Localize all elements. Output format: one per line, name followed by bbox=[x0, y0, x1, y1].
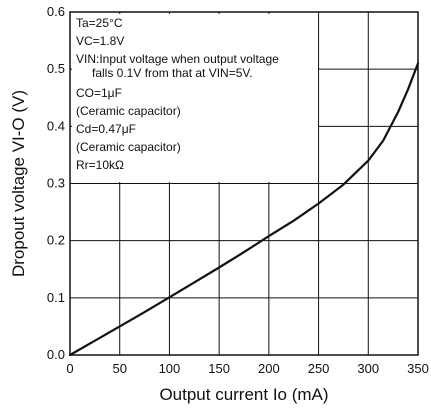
x-tick-label: 200 bbox=[258, 361, 280, 376]
x-tick-label: 0 bbox=[66, 361, 73, 376]
test-conditions: Ta=25°C VC=1.8V VIN:Input voltage when out… bbox=[76, 16, 279, 172]
y-tick-label: 0.4 bbox=[47, 118, 65, 133]
x-tick-label: 100 bbox=[159, 361, 181, 376]
x-tick-label: 50 bbox=[112, 361, 126, 376]
series-layer bbox=[68, 62, 420, 357]
x-tick-label: 350 bbox=[407, 361, 429, 376]
x-tick-label: 150 bbox=[208, 361, 230, 376]
plot-frame bbox=[69, 11, 419, 356]
condition-line: (Ceramic capacitor) bbox=[76, 140, 181, 154]
condition-line: falls 0.1V from that at VIN=5V. bbox=[92, 66, 253, 80]
y-axis-ticks: 0.0 0.1 0.2 0.3 0.4 0.5 0.6 bbox=[47, 4, 65, 362]
y-tick-label: 0.0 bbox=[47, 347, 65, 362]
x-axis-title: Output current Io (mA) bbox=[159, 385, 328, 404]
y-tick-label: 0.2 bbox=[47, 233, 65, 248]
y-tick-label: 0.5 bbox=[47, 61, 65, 76]
x-axis-ticks: 0 50 100 150 200 250 300 350 bbox=[66, 361, 428, 376]
x-tick-label: 250 bbox=[308, 361, 330, 376]
condition-line: VC=1.8V bbox=[76, 34, 124, 48]
condition-line: Ta=25°C bbox=[76, 16, 123, 30]
y-tick-label: 0.6 bbox=[47, 4, 65, 19]
y-tick-label: 0.1 bbox=[47, 290, 65, 305]
y-tick-label: 0.3 bbox=[47, 176, 65, 191]
condition-line: Cd=0.47μF bbox=[76, 122, 136, 136]
condition-line: Rr=10kΩ bbox=[76, 158, 124, 172]
conditions-box-background bbox=[72, 14, 318, 182]
dropout-voltage-curve bbox=[68, 62, 420, 357]
condition-line: CO=1μF bbox=[76, 86, 122, 100]
condition-line: VIN:Input voltage when output voltage bbox=[76, 52, 279, 66]
condition-line: (Ceramic capacitor) bbox=[76, 104, 181, 118]
y-axis-title: Dropout voltage VI-O (V) bbox=[9, 90, 28, 277]
x-tick-label: 300 bbox=[357, 361, 379, 376]
